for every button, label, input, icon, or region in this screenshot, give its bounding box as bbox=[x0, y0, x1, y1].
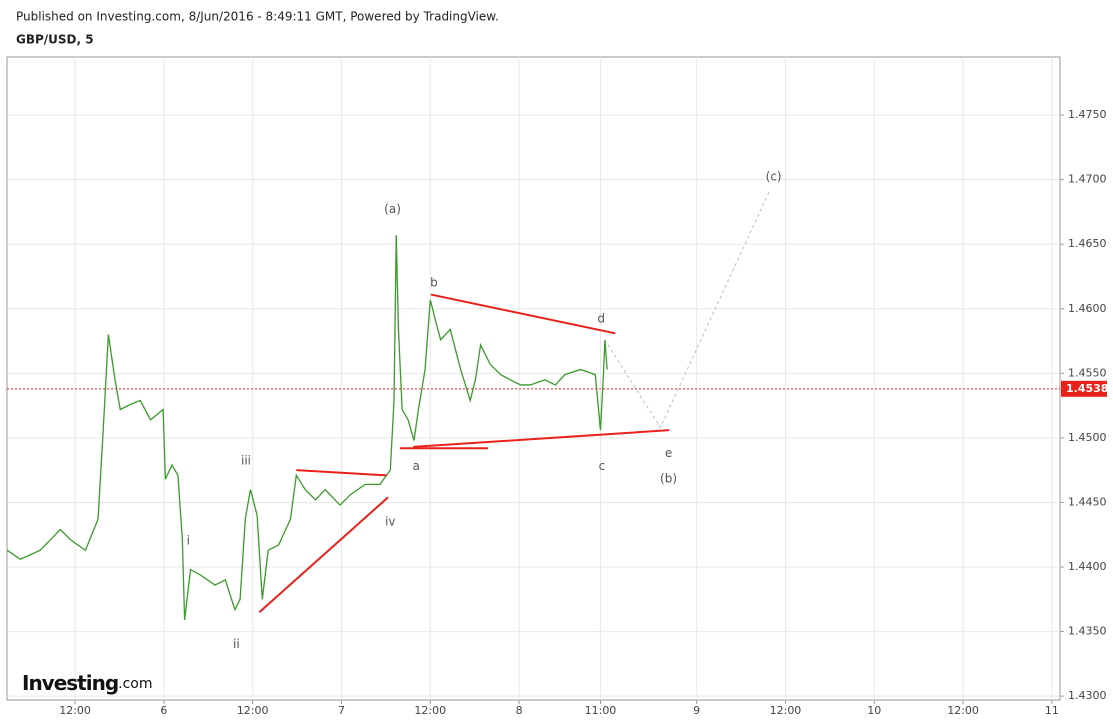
x-tick-label: 12:00 bbox=[947, 704, 979, 717]
price-line bbox=[6, 235, 608, 621]
x-tick-label: 12:00 bbox=[237, 704, 269, 717]
logo: Investing.com bbox=[22, 671, 153, 695]
y-tick-label: 1.4550 bbox=[1068, 366, 1107, 379]
wave-label: (c) bbox=[766, 170, 782, 184]
y-tick-label: 1.4650 bbox=[1068, 237, 1107, 250]
x-tick-label: 6 bbox=[160, 704, 167, 717]
logo-suffix: .com bbox=[118, 676, 152, 692]
grid bbox=[7, 57, 1060, 700]
trendline bbox=[413, 429, 670, 448]
x-tick-label: 8 bbox=[516, 704, 523, 717]
wave-label: a bbox=[413, 459, 420, 473]
plot-frame bbox=[6, 56, 1061, 701]
wave-label: ii bbox=[233, 637, 240, 651]
wave-label: d bbox=[597, 312, 605, 326]
trendline bbox=[296, 469, 387, 477]
wave-label: b bbox=[430, 275, 438, 289]
x-tick-label: 12:00 bbox=[59, 704, 91, 717]
y-tick-label: 1.4350 bbox=[1068, 625, 1107, 638]
y-tick-label: 1.4600 bbox=[1068, 302, 1107, 315]
y-tick-label: 1.4750 bbox=[1068, 108, 1107, 121]
x-tick-label: 7 bbox=[338, 704, 345, 717]
trendline bbox=[430, 293, 616, 335]
trendline bbox=[604, 189, 771, 429]
x-tick-label: 11:00 bbox=[585, 704, 617, 717]
wave-label: iv bbox=[385, 514, 395, 528]
last-price-label: 1.4538 bbox=[1066, 382, 1108, 395]
wave-label: i bbox=[187, 534, 190, 548]
y-tick-label: 1.4400 bbox=[1068, 560, 1107, 573]
x-tick-label: 11 bbox=[1045, 704, 1059, 717]
y-tick-label: 1.4300 bbox=[1068, 689, 1107, 702]
x-tick-label: 10 bbox=[867, 704, 881, 717]
wave-label: iii bbox=[241, 454, 251, 468]
last-price-box bbox=[1061, 380, 1107, 397]
x-tick-label: 9 bbox=[693, 704, 700, 717]
logo-text: Investing bbox=[22, 671, 118, 695]
x-tick-label: 12:00 bbox=[414, 704, 446, 717]
wave-label: c bbox=[599, 459, 606, 473]
trendline bbox=[258, 496, 389, 613]
wave-label: e bbox=[665, 446, 672, 460]
x-tick-label: 12:00 bbox=[770, 704, 802, 717]
y-tick-label: 1.4500 bbox=[1068, 431, 1107, 444]
wave-label: (a) bbox=[384, 202, 401, 216]
y-tick-label: 1.4700 bbox=[1068, 173, 1107, 186]
chart-title: GBP/USD, 5 bbox=[16, 33, 94, 47]
wave-label: (b) bbox=[660, 472, 677, 486]
y-tick-label: 1.4450 bbox=[1068, 495, 1107, 508]
subtitle: Published on Investing.com, 8/Jun/2016 -… bbox=[16, 10, 499, 24]
marks bbox=[6, 189, 771, 621]
